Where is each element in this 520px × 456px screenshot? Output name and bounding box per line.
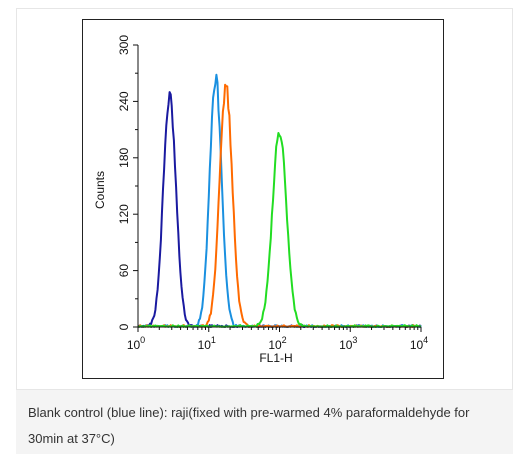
x-tick-label: 100	[127, 335, 145, 352]
y-tick-label: 0	[117, 323, 131, 330]
y-tick-label: 240	[117, 91, 131, 111]
x-axis-label: FL1-H	[259, 351, 292, 365]
y-tick-label: 60	[117, 264, 131, 278]
y-tick-label: 180	[117, 147, 131, 167]
series-layer	[137, 73, 422, 328]
series-line-1	[137, 91, 422, 328]
x-tick-label: 103	[339, 335, 357, 352]
y-axis-label: Counts	[93, 171, 107, 209]
y-tick-label: 120	[117, 204, 131, 224]
x-tick-label: 101	[198, 335, 216, 352]
series-line-2	[137, 73, 422, 328]
x-tick-label: 104	[410, 335, 428, 352]
y-tick-label: 300	[117, 35, 131, 55]
series-line-4	[138, 132, 422, 328]
x-tick-label: 102	[268, 335, 286, 352]
axis-layer: 100 101 102 103 104 0 60 120 180 240 300	[117, 35, 428, 352]
figure-caption: Blank control (blue line): raji(fixed wi…	[28, 405, 470, 446]
series-line-3	[137, 83, 422, 328]
